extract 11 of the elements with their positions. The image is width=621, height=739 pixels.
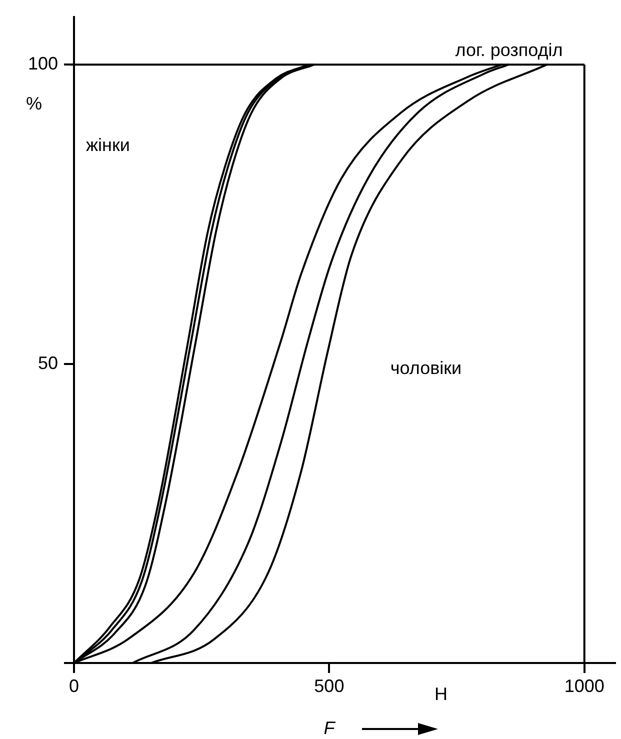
y-tick-label: 50 — [38, 352, 58, 373]
x-tick-label: 1000 — [564, 676, 604, 696]
annotation: лог. розподіл — [455, 40, 563, 60]
annotation: жінки — [86, 134, 130, 155]
text: H — [434, 684, 448, 704]
x-tick-label: 500 — [314, 676, 344, 696]
y-axis-title: % — [26, 94, 42, 114]
y-tick-label: 100 — [28, 54, 58, 74]
x-axis-title: F — [324, 718, 336, 738]
x-tick-label: 0 — [68, 676, 80, 696]
annotation: чоловіки — [390, 358, 462, 378]
